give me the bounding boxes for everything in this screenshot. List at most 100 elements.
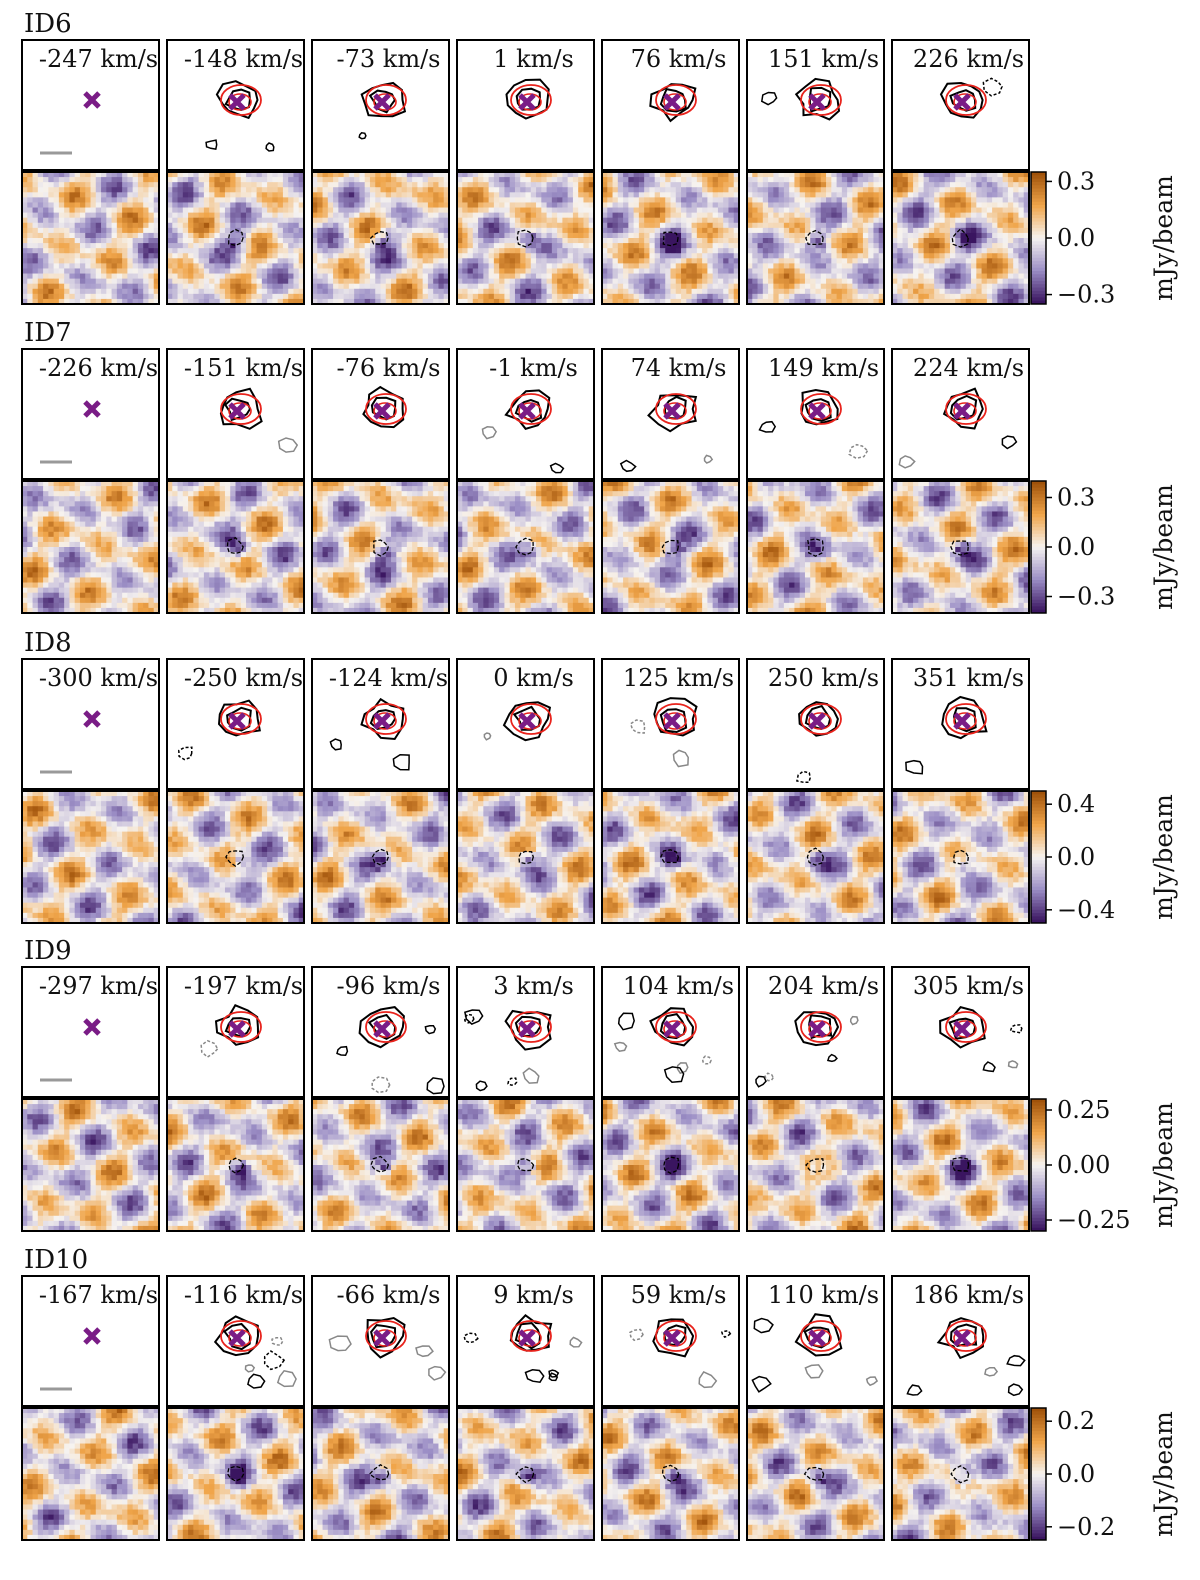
residual-panel <box>892 1099 1029 1231</box>
residual-panel <box>892 791 1029 923</box>
residual-panel <box>457 791 594 923</box>
velocity-label: 3 km/s <box>493 972 574 1000</box>
velocity-label: 1 km/s <box>493 45 574 73</box>
contour-panel: -167 km/s <box>22 1276 159 1406</box>
group-label: ID10 <box>24 1245 88 1275</box>
contour-panel: 149 km/s <box>747 349 884 479</box>
velocity-label: 9 km/s <box>493 1281 574 1309</box>
contour-panel: 226 km/s <box>892 40 1029 170</box>
colorbar-label: mJy/beam <box>1149 794 1178 920</box>
colorbar-tick-label: 0.00 <box>1057 1151 1110 1179</box>
residual-panel <box>892 1408 1029 1540</box>
contour-panel: -124 km/s <box>312 659 449 789</box>
residual-panel <box>167 481 304 613</box>
colorbar-tick-label: 0.2 <box>1057 1407 1095 1435</box>
velocity-label: 76 km/s <box>631 45 727 73</box>
contour-panel: -76 km/s <box>312 349 449 479</box>
residual-panel <box>167 1408 304 1540</box>
colorbar: 0.30.0−0.3 mJy/beam <box>1031 167 1178 308</box>
residual-panel <box>602 791 739 923</box>
velocity-label: -96 km/s <box>337 972 441 1000</box>
colorbar-tick-label: −0.3 <box>1057 583 1115 611</box>
velocity-label: -151 km/s <box>184 354 303 382</box>
residual-panel <box>312 1099 449 1231</box>
velocity-label: -76 km/s <box>337 354 441 382</box>
contour-panel: 59 km/s <box>602 1276 739 1406</box>
colorbar-tick-label: 0.4 <box>1057 790 1095 818</box>
panel-group-id7: ID7-226 km/s -151 km/s -76 km/s -1 km/s 74 k… <box>22 318 1178 614</box>
residual-panel <box>312 1408 449 1540</box>
contour-panel: 0 km/s <box>457 659 594 789</box>
velocity-label: -197 km/s <box>184 972 303 1000</box>
contour-panel: -247 km/s <box>22 40 159 170</box>
panel-group-id6: ID6-247 km/s -148 km/s -73 km/s 1 km/s 76 km… <box>22 9 1178 309</box>
residual-panel <box>22 1408 159 1540</box>
residual-panel <box>22 172 159 304</box>
velocity-label: 74 km/s <box>631 354 727 382</box>
velocity-label: 125 km/s <box>623 664 734 692</box>
contour-panel: 76 km/s <box>602 40 739 170</box>
velocity-label: 224 km/s <box>913 354 1024 382</box>
contour-panel: -226 km/s <box>22 349 159 479</box>
colorbar-tick-label: 0.3 <box>1057 484 1095 512</box>
colorbar-label: mJy/beam <box>1149 484 1178 610</box>
residual-panel <box>602 481 739 613</box>
channel-map-figure: ID6-247 km/s -148 km/s -73 km/s 1 km/s 76 km… <box>0 0 1200 1580</box>
residual-panel <box>22 791 159 923</box>
residual-panel <box>167 791 304 923</box>
velocity-label: 110 km/s <box>768 1281 879 1309</box>
velocity-label: 0 km/s <box>493 664 574 692</box>
panel-group-id8: ID8-300 km/s -250 km/s -124 km/s 0 km/s 125 … <box>22 628 1178 924</box>
contour-panel: 9 km/s <box>457 1276 594 1406</box>
velocity-label: -116 km/s <box>184 1281 303 1309</box>
contour-panel: -297 km/s <box>22 967 159 1097</box>
group-label: ID9 <box>24 936 72 966</box>
colorbar: 0.4 0.0 −0.4 mJy/beam <box>1031 790 1178 924</box>
residual-panel <box>22 1099 159 1231</box>
contour-panel: -250 km/s <box>167 659 304 789</box>
velocity-label: -124 km/s <box>329 664 448 692</box>
residual-panel <box>602 1408 739 1540</box>
group-label: ID7 <box>24 318 72 348</box>
residual-panel <box>747 1099 884 1231</box>
velocity-label: -167 km/s <box>39 1281 158 1309</box>
residual-panel <box>892 172 1029 304</box>
colorbar-tick-label: 0.25 <box>1057 1096 1110 1124</box>
colorbar: 0.3 0.0 −0.3 mJy/beam <box>1031 481 1178 614</box>
colorbar-tick-label: −0.25 <box>1057 1206 1131 1234</box>
residual-panel <box>747 481 884 613</box>
contour-panel: -96 km/s <box>312 967 449 1097</box>
residual-panel <box>312 172 449 304</box>
velocity-label: 351 km/s <box>913 664 1024 692</box>
contour-panel: -148 km/s <box>167 40 304 170</box>
colorbar-tick-label: −0.4 <box>1057 896 1115 924</box>
contour-panel: -116 km/s <box>167 1276 304 1406</box>
colorbar-label: mJy/beam <box>1149 175 1178 301</box>
contour-panel: 125 km/s <box>602 659 739 789</box>
residual-panel <box>312 791 449 923</box>
colorbar-tick-label: 0.0 <box>1057 533 1095 561</box>
colorbar-tick-label: 0.0 <box>1057 1460 1095 1488</box>
velocity-label: -300 km/s <box>39 664 158 692</box>
residual-panel <box>457 172 594 304</box>
contour-panel: -1 km/s <box>457 349 594 479</box>
contour-panel: 224 km/s <box>892 349 1029 479</box>
contour-panel: 204 km/s <box>747 967 884 1097</box>
colorbar-label: mJy/beam <box>1149 1102 1178 1228</box>
contour-panel: -197 km/s <box>167 967 304 1097</box>
residual-panel <box>22 481 159 613</box>
residual-panel <box>892 481 1029 613</box>
contour-panel: 351 km/s <box>892 659 1029 789</box>
colorbar-tick-label: 0.0 <box>1057 843 1095 871</box>
velocity-label: 151 km/s <box>768 45 879 73</box>
velocity-label: 305 km/s <box>913 972 1024 1000</box>
velocity-label: -247 km/s <box>39 45 158 73</box>
colorbar-tick-label: −0.2 <box>1057 1513 1115 1541</box>
panel-group-id9: ID9-297 km/s -197 km/s -96 km/s 3 km/s 104 k… <box>22 936 1178 1234</box>
contour-panel: 104 km/s <box>602 967 739 1097</box>
colorbar: 0.25 0.00 −0.25 mJy/beam <box>1031 1096 1178 1234</box>
velocity-label: -1 km/s <box>489 354 578 382</box>
contour-panel: 1 km/s <box>457 40 594 170</box>
contour-panel: 110 km/s <box>747 1276 884 1406</box>
velocity-label: 186 km/s <box>913 1281 1024 1309</box>
